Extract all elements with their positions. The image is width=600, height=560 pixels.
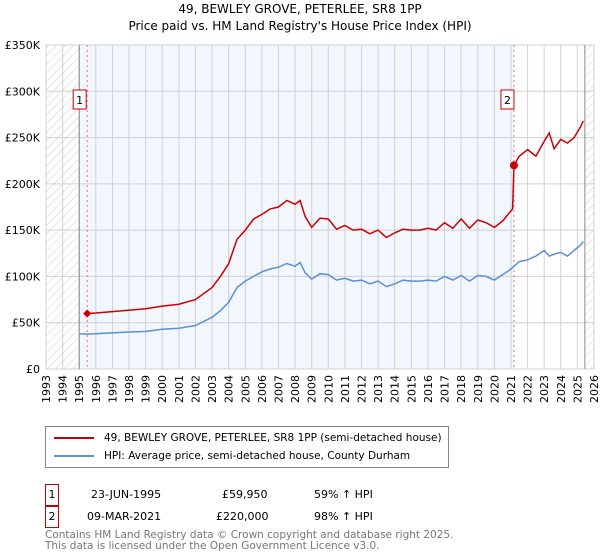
legend-hpi: HPI: Average price, semi-detached house,… bbox=[104, 450, 411, 462]
x-tick-label: 2007 bbox=[272, 375, 285, 403]
x-tick-label: 2000 bbox=[156, 375, 169, 403]
x-tick-label: 2011 bbox=[339, 375, 352, 403]
legend-red-line bbox=[54, 437, 94, 439]
x-tick-label: 2005 bbox=[239, 375, 252, 403]
chart-title: 49, BEWLEY GROVE, PETERLEE, SR8 1PP bbox=[178, 2, 422, 16]
sale-label: 2 bbox=[504, 94, 511, 107]
x-tick-label: 2015 bbox=[405, 375, 418, 403]
x-tick-label: 2014 bbox=[389, 375, 402, 403]
hatched-region bbox=[585, 45, 594, 369]
x-tick-label: 2025 bbox=[571, 375, 584, 403]
x-tick-label: 2018 bbox=[455, 375, 468, 403]
legend-property: 49, BEWLEY GROVE, PETERLEE, SR8 1PP (sem… bbox=[104, 432, 442, 444]
sale-label-box bbox=[500, 89, 515, 110]
y-tick-label: £0 bbox=[26, 363, 40, 376]
price-paid-line bbox=[87, 120, 584, 315]
footer-line-2: This data is licensed under the Open Gov… bbox=[45, 540, 380, 552]
sale-date: 23-JUN-1995 bbox=[91, 488, 162, 501]
x-tick-label: 1999 bbox=[140, 375, 153, 403]
hpi-line bbox=[79, 240, 584, 335]
legend-blue-line bbox=[54, 455, 94, 457]
x-tick-label: 2026 bbox=[588, 375, 600, 403]
x-tick-label: 2008 bbox=[289, 375, 302, 403]
x-tick-label: 2003 bbox=[206, 375, 219, 403]
legend: 49, BEWLEY GROVE, PETERLEE, SR8 1PP (sem… bbox=[45, 426, 449, 468]
x-tick-label: 1996 bbox=[90, 375, 103, 403]
footer-line-1: Contains HM Land Registry data © Crown c… bbox=[45, 529, 454, 541]
price-chart: 1993 1994 1995 1996 1997 1998 1999 2000 2001 2002… bbox=[5, 39, 600, 403]
sale-row-1: 1 23-JUN-1995 £59,950 59% ↑ HPI bbox=[45, 484, 445, 506]
x-tick-label: 2017 bbox=[439, 375, 452, 403]
sale-marker: 1 bbox=[45, 484, 59, 506]
x-tick-label: 2001 bbox=[173, 375, 186, 403]
x-tick-label: 2002 bbox=[189, 375, 202, 403]
x-tick-label: 1998 bbox=[123, 375, 136, 403]
x-tick-label: 2019 bbox=[472, 375, 485, 403]
x-tick-label: 2013 bbox=[372, 375, 385, 403]
y-tick-label: £150K bbox=[5, 224, 41, 237]
x-tick-label: 2006 bbox=[256, 375, 269, 403]
sale-hpi: 98% ↑ HPI bbox=[314, 510, 373, 523]
sale-marker: 2 bbox=[45, 506, 59, 528]
y-tick-label: £250K bbox=[5, 132, 41, 145]
shaded-band bbox=[79, 45, 514, 369]
x-tick-label: 2023 bbox=[538, 375, 551, 403]
x-tick-label: 1995 bbox=[73, 375, 86, 403]
sale-price: £220,000 bbox=[216, 510, 269, 523]
x-tick-label: 2016 bbox=[422, 375, 435, 403]
x-tick-label: 2022 bbox=[522, 375, 535, 403]
sale-row-2: 2 09-MAR-2021 £220,000 98% ↑ HPI bbox=[45, 506, 445, 528]
footer: Contains HM Land Registry data © Crown c… bbox=[45, 530, 453, 552]
sale-point bbox=[83, 309, 92, 318]
y-tick-label: £300K bbox=[5, 85, 41, 98]
x-tick-label: 1994 bbox=[57, 375, 70, 403]
x-tick-label: 2009 bbox=[306, 375, 319, 403]
x-tick-label: 2010 bbox=[322, 375, 335, 403]
sale-label: 1 bbox=[76, 94, 83, 107]
sale-label-box bbox=[72, 89, 87, 110]
y-tick-label: £200K bbox=[5, 178, 41, 191]
sale-date: 09-MAR-2021 bbox=[87, 510, 162, 523]
sale-point bbox=[509, 161, 518, 170]
x-tick-label: 2020 bbox=[488, 375, 501, 403]
x-tick-label: 1993 bbox=[40, 375, 53, 403]
y-tick-label: £100K bbox=[5, 270, 41, 283]
y-tick-label: £350K bbox=[5, 39, 41, 52]
y-tick-label: £50K bbox=[12, 317, 41, 330]
x-tick-label: 2004 bbox=[223, 375, 236, 403]
x-tick-label: 2024 bbox=[555, 375, 568, 403]
chart-subtitle: Price paid vs. HM Land Registry's House … bbox=[128, 19, 472, 33]
x-tick-label: 2021 bbox=[505, 375, 518, 403]
x-tick-label: 1997 bbox=[106, 375, 119, 403]
sale-price: £59,950 bbox=[222, 488, 268, 501]
x-tick-label: 2012 bbox=[356, 375, 369, 403]
sale-hpi: 59% ↑ HPI bbox=[314, 488, 373, 501]
